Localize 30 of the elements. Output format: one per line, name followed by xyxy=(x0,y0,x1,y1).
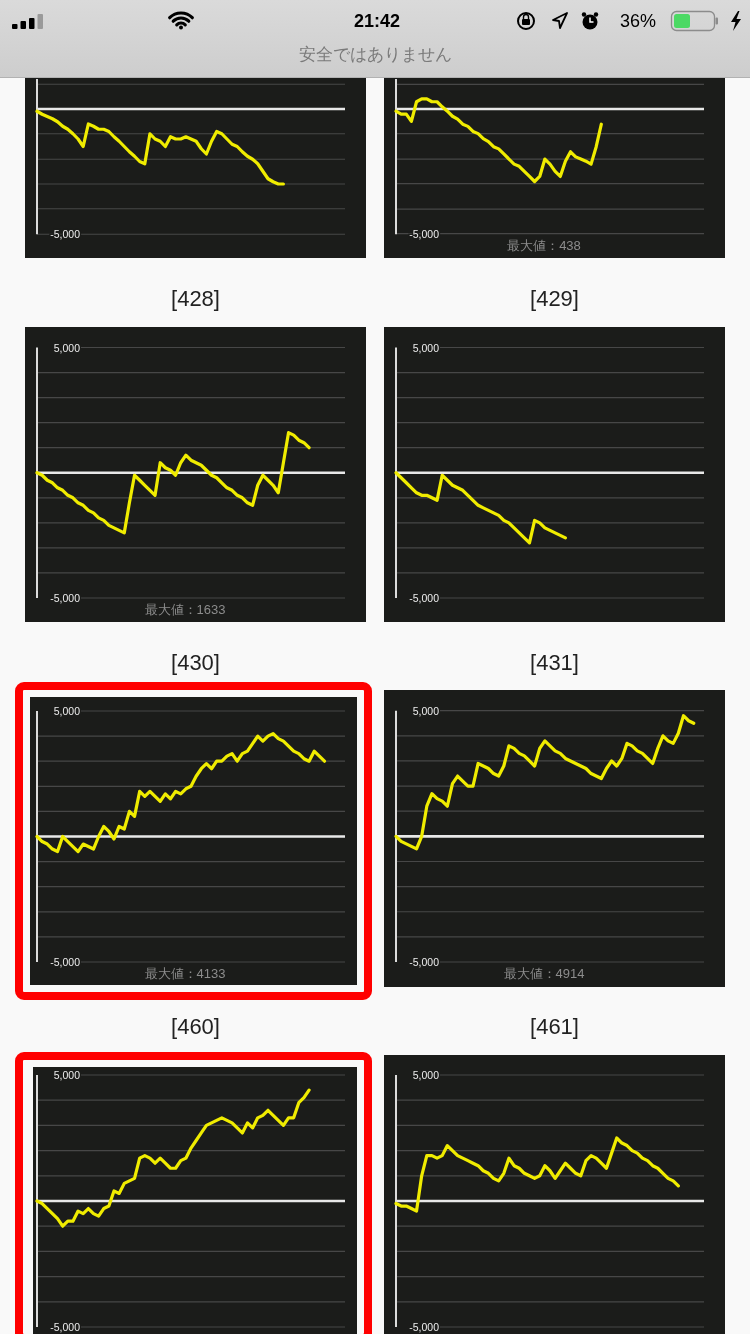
y-tick-label: -5,000 xyxy=(50,1321,81,1333)
y-tick-label: 5,000 xyxy=(53,1069,81,1081)
text: 最大値：4914 xyxy=(503,965,585,981)
chart-title: [460] xyxy=(171,1013,220,1039)
line-series xyxy=(35,731,327,854)
y-tick-label: 5,000 xyxy=(53,341,81,354)
text: 36% xyxy=(619,11,657,31)
y-tick-label: -5,000 xyxy=(409,592,440,604)
chart-title: [428] xyxy=(171,285,220,311)
text: 安全ではありません xyxy=(298,44,452,64)
text: 最大値：1633 xyxy=(144,601,226,617)
y-tick-label: -5,000 xyxy=(409,1321,440,1333)
y-tick-label: 5,000 xyxy=(53,705,81,717)
text: 21:42 xyxy=(353,11,401,31)
line-series xyxy=(394,1136,680,1213)
y-tick-label: -5,000 xyxy=(50,592,81,604)
chart-title: [430] xyxy=(171,649,220,675)
y-tick-label: -5,000 xyxy=(50,956,81,968)
line-series xyxy=(394,471,567,545)
chart-title: [431] xyxy=(530,649,579,675)
line-series xyxy=(35,1088,311,1228)
y-tick-label: -5,000 xyxy=(409,956,440,968)
y-tick-label: 5,000 xyxy=(412,341,440,354)
chart-title: [461] xyxy=(530,1013,579,1039)
y-tick-label: 5,000 xyxy=(412,1069,440,1081)
chart-title: [429] xyxy=(530,285,579,311)
text: 最大値：4133 xyxy=(144,965,226,981)
text: 最大値：438 xyxy=(507,237,581,253)
line-series xyxy=(35,431,311,535)
y-tick-label: 5,000 xyxy=(412,704,440,717)
